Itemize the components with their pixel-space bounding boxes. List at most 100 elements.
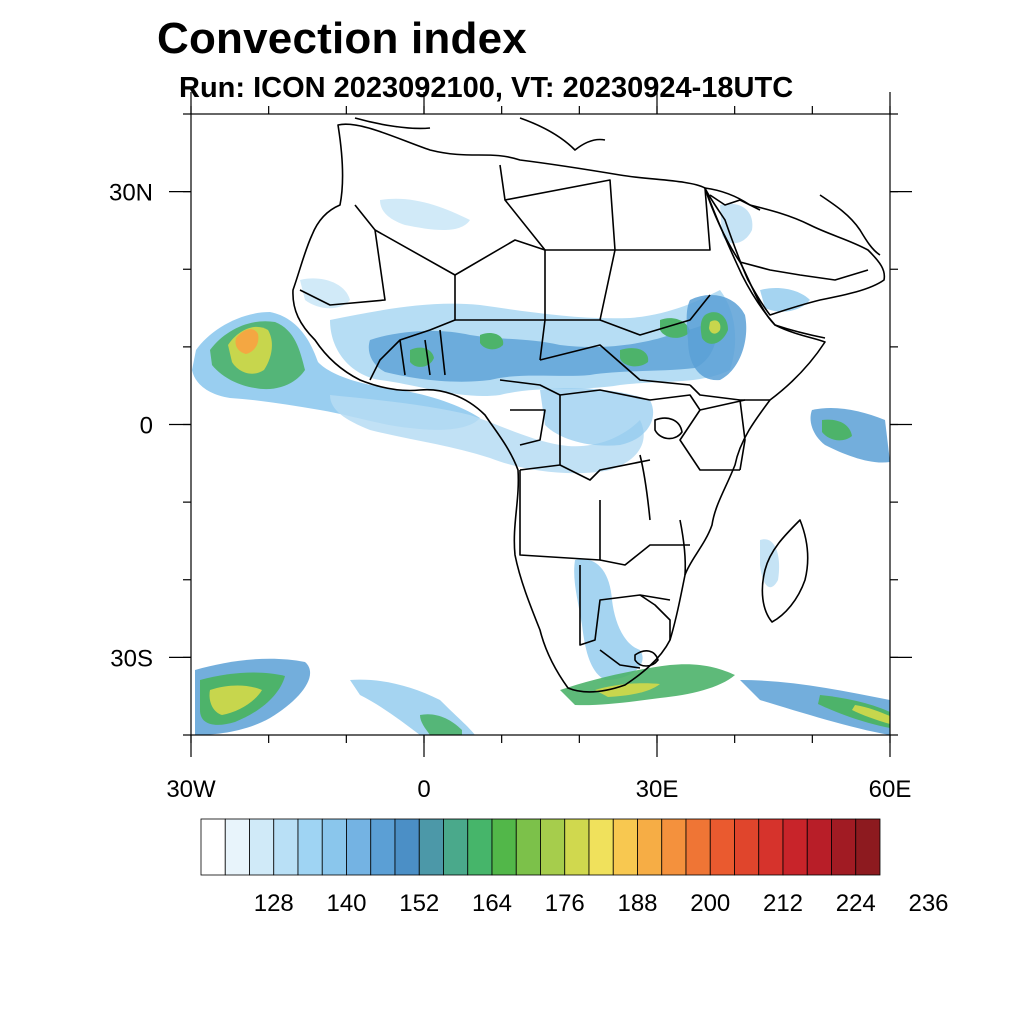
- colorbar-swatch: [273, 818, 299, 876]
- colorbar-swatch: [515, 818, 541, 876]
- colorbar-tick-label: 176: [545, 890, 585, 917]
- border-21: [699, 399, 746, 471]
- colorbar-swatch: [685, 818, 711, 876]
- field-congo: [540, 388, 654, 446]
- border-24: [709, 194, 761, 211]
- field-sahel-green2: [480, 333, 504, 350]
- map-title: Convection index: [157, 14, 527, 63]
- lake-victoria: [654, 417, 683, 440]
- colorbar-tick-label: 236: [908, 890, 948, 917]
- convection-field: [192, 198, 890, 735]
- border-3: [499, 164, 546, 251]
- border-11: [399, 329, 446, 376]
- field-ethiopia-peak: [709, 320, 721, 334]
- border-6: [539, 249, 616, 361]
- plot-frame: [190, 113, 891, 736]
- africa-coastline: [292, 123, 826, 693]
- border-16: [559, 459, 651, 481]
- colorbar-tick-label: 164: [472, 890, 512, 917]
- field-atlantic-hot: [235, 329, 259, 354]
- lat-tick-label: 0: [140, 413, 153, 440]
- field-yemen: [760, 288, 810, 312]
- colorbar-swatch: [709, 818, 735, 876]
- colorbar-swatch: [200, 818, 226, 876]
- colorbar-swatch: [831, 818, 857, 876]
- colorbar-swatch: [491, 818, 517, 876]
- map-subtitle: Run: ICON 2023092100, VT: 20230924-18UTC: [179, 72, 794, 104]
- colorbar-labels: 128 140 152 164 176 188 200 212 224 236: [254, 890, 949, 917]
- colorbar-swatch: [758, 818, 784, 876]
- colorbar-swatch: [806, 818, 832, 876]
- field-south-ocean-east-core: [818, 695, 890, 728]
- border-22: [689, 384, 770, 401]
- border-5: [615, 187, 711, 251]
- field-indian-light: [760, 539, 780, 588]
- field-south-ocean-east: [740, 680, 890, 735]
- field-south-atlantic-peak: [209, 685, 262, 715]
- border-13: [510, 409, 546, 446]
- lon-tick-label: 30E: [636, 776, 679, 803]
- colorbar-swatch: [249, 818, 275, 876]
- colorbar-swatch: [564, 818, 590, 876]
- gulf-aden: [774, 324, 826, 339]
- arabia-coastline: [704, 187, 886, 316]
- coastlines-borders: [292, 117, 886, 693]
- colorbar-swatch: [394, 818, 420, 876]
- field-indian-ocean-core: [822, 419, 852, 441]
- border-2: [374, 229, 546, 320]
- colorbar-swatch: [370, 818, 396, 876]
- iberia-coastline: [354, 117, 431, 130]
- colorbar-swatch: [661, 818, 687, 876]
- lon-tick-label: 0: [417, 776, 430, 803]
- field-arabia: [720, 203, 753, 244]
- lon-tick-label: 60E: [869, 776, 912, 803]
- colorbar-swatch: [443, 818, 469, 876]
- border-23: [739, 261, 869, 281]
- persian-gulf: [819, 194, 881, 256]
- lake-malawi: [679, 519, 687, 576]
- colorbar-swatch: [297, 818, 323, 876]
- colorbar-tick-label: 212: [763, 890, 803, 917]
- colorbar-tick-label: 224: [836, 890, 876, 917]
- field-sahel-mid: [368, 320, 717, 382]
- border-8: [539, 344, 691, 386]
- axis-tick-labels: 30W 0 30E 60E 30N 0 30S: [109, 180, 911, 803]
- colorbar-swatch: [467, 818, 493, 876]
- colorbar-swatch: [588, 818, 614, 876]
- border-15: [649, 394, 740, 471]
- border-20: [639, 594, 671, 640]
- field-south-atlantic-mid-core: [420, 714, 462, 735]
- colorbar-swatch: [782, 818, 808, 876]
- field-gulf-guinea: [330, 395, 644, 474]
- field-sahel-green3: [620, 348, 649, 367]
- red-sea: [704, 187, 776, 326]
- lat-tick-label: 30S: [110, 645, 153, 672]
- border-9: [369, 275, 456, 381]
- colorbar-tick-label: 152: [399, 890, 439, 917]
- colorbar-swatch: [418, 818, 444, 876]
- border-1: [299, 204, 386, 306]
- lon-tick-label: 30W: [166, 776, 216, 803]
- border-18: [599, 544, 690, 566]
- colorbar-tick-label: 140: [326, 890, 366, 917]
- lake-tanganyika: [639, 454, 651, 521]
- colorbar-swatch: [321, 818, 347, 876]
- colorbar-swatch: [346, 818, 372, 876]
- border-17: [519, 470, 601, 561]
- colorbar-swatch: [612, 818, 638, 876]
- colorbar-swatch: [637, 818, 663, 876]
- border-7: [599, 294, 711, 336]
- colorbar-swatch: [734, 818, 760, 876]
- lesotho-border: [634, 650, 659, 667]
- lat-tick-label: 30N: [109, 180, 153, 207]
- axis-ticks: [169, 92, 912, 757]
- colorbar-tick-label: 128: [254, 890, 294, 917]
- europe-coastline: [519, 117, 606, 151]
- madagascar-coastline: [761, 519, 809, 623]
- colorbar-swatch: [855, 818, 881, 876]
- border-19: [579, 565, 671, 646]
- field-south-africa-peak: [595, 683, 660, 697]
- border-4: [504, 179, 616, 251]
- field-south-ocean-east-peak: [852, 705, 890, 724]
